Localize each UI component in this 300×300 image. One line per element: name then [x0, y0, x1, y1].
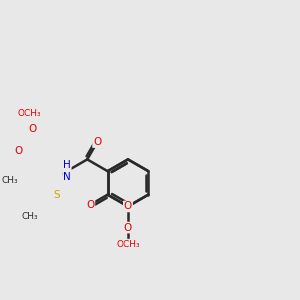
Text: O: O: [124, 223, 132, 232]
Text: CH₃: CH₃: [1, 176, 18, 185]
Text: O: O: [28, 124, 37, 134]
Text: O: O: [93, 137, 101, 147]
Text: S: S: [53, 190, 60, 200]
Text: OCH₃: OCH₃: [18, 110, 41, 118]
Text: O: O: [86, 200, 94, 210]
Text: O: O: [124, 201, 132, 212]
Text: OCH₃: OCH₃: [116, 239, 140, 248]
Text: CH₃: CH₃: [22, 212, 38, 221]
Text: H
N: H N: [63, 160, 71, 182]
Text: O: O: [14, 146, 22, 156]
